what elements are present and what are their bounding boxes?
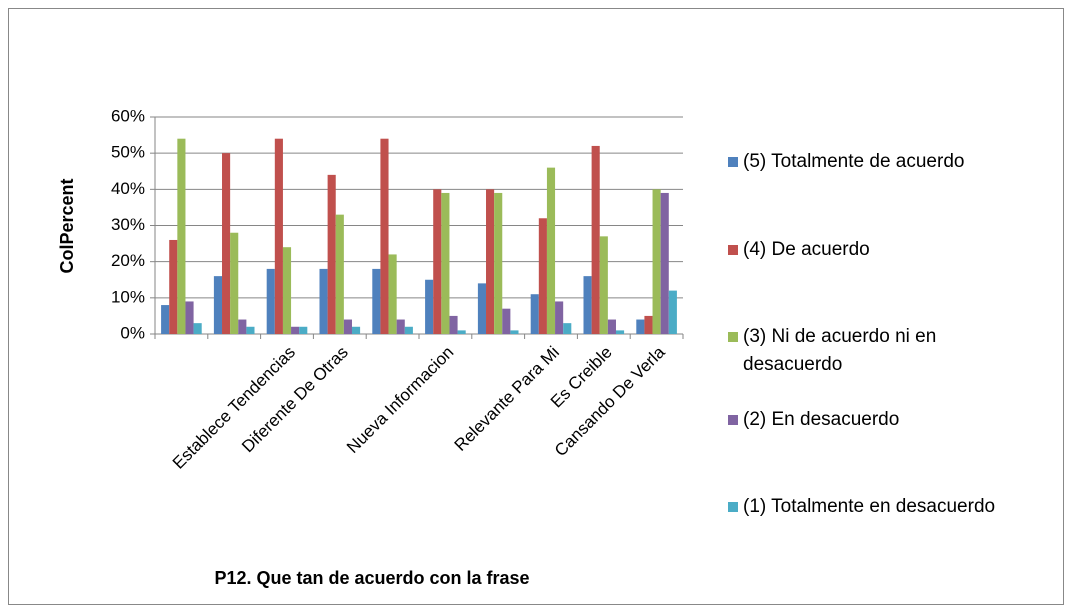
- bar: [380, 138, 389, 334]
- bar: [266, 268, 275, 334]
- bar: [563, 323, 572, 334]
- bar: [335, 214, 344, 334]
- bar: [583, 276, 592, 334]
- bar: [644, 315, 653, 334]
- bar: [193, 323, 202, 334]
- bar: [404, 326, 413, 334]
- bar: [274, 138, 283, 334]
- legend-label: (1) Totalmente en desacuerdo: [743, 496, 996, 517]
- bar: [169, 239, 178, 334]
- y-tick-label: 0%: [120, 323, 145, 342]
- legend-item: (3) Ni de acuerdo ni en desacuerdo: [728, 323, 1048, 379]
- legend-item: (1) Totalmente en desacuerdo: [728, 493, 1048, 521]
- bar: [396, 319, 405, 334]
- bar: [457, 330, 466, 334]
- bar: [607, 319, 616, 334]
- legend-swatch: [728, 332, 738, 342]
- bar: [327, 174, 336, 334]
- bar: [372, 268, 381, 334]
- y-axis-title: ColPercent: [57, 178, 77, 273]
- bar: [177, 138, 186, 334]
- bar: [246, 326, 255, 334]
- legend-label: (4) De acuerdo: [743, 239, 870, 260]
- bar: [213, 276, 223, 334]
- bar: [668, 290, 677, 334]
- bar: [615, 330, 625, 334]
- bar: [441, 192, 450, 334]
- bar: [282, 247, 292, 334]
- bar: [185, 301, 194, 334]
- legend-label: (2) En desacuerdo: [743, 409, 900, 430]
- y-tick-label: 10%: [111, 287, 145, 306]
- bar: [652, 189, 661, 334]
- bar: [222, 153, 231, 334]
- bar: [636, 319, 645, 334]
- legend-item: (4) De acuerdo: [728, 236, 1048, 264]
- bar: [161, 305, 170, 334]
- legend-label: (3) Ni de acuerdo ni en desacuerdo: [743, 326, 937, 375]
- bar: [388, 254, 397, 334]
- bar: [299, 326, 308, 334]
- bar: [538, 218, 547, 334]
- bar: [433, 189, 442, 334]
- bar: [319, 268, 328, 334]
- bar: [425, 279, 434, 334]
- legend-item: (2) En desacuerdo: [728, 406, 1048, 434]
- legend-swatch: [728, 415, 738, 425]
- bar: [230, 232, 239, 334]
- bar: [510, 330, 519, 334]
- y-tick-label: 20%: [111, 251, 145, 270]
- y-tick-label: 30%: [111, 215, 145, 234]
- legend-label: (5) Totalmente de acuerdo: [743, 151, 965, 172]
- bar: [502, 308, 511, 334]
- legend-swatch: [728, 157, 738, 167]
- bar: [546, 167, 556, 334]
- bar: [555, 301, 564, 334]
- legend-swatch: [728, 245, 738, 255]
- bar: [599, 236, 608, 334]
- bar: [591, 145, 600, 334]
- bar: [477, 283, 487, 334]
- y-tick-label: 50%: [111, 143, 145, 162]
- bar: [291, 326, 300, 334]
- y-tick-label: 40%: [111, 179, 145, 198]
- legend-swatch: [728, 502, 738, 512]
- y-tick-label: 60%: [111, 106, 145, 125]
- x-axis-title: P12. Que tan de acuerdo con la frase: [214, 568, 529, 588]
- legend-item: (5) Totalmente de acuerdo: [728, 148, 1048, 176]
- bar: [660, 192, 669, 334]
- bar: [486, 189, 495, 334]
- bar: [494, 192, 503, 334]
- bar: [351, 326, 361, 334]
- bar: [449, 315, 458, 334]
- bar: [530, 294, 539, 334]
- bar: [238, 319, 247, 334]
- bar: [343, 319, 352, 334]
